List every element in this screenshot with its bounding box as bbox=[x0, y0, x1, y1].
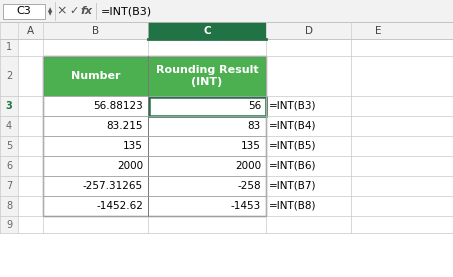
Text: 6: 6 bbox=[6, 161, 12, 171]
Text: 2000: 2000 bbox=[235, 161, 261, 171]
Text: -1452.62: -1452.62 bbox=[96, 201, 143, 211]
Bar bbox=[43, 216, 453, 233]
Bar bbox=[0, 0, 453, 22]
Bar bbox=[43, 56, 148, 96]
Bar bbox=[18, 156, 43, 176]
Text: Rounding Result
(INT): Rounding Result (INT) bbox=[156, 65, 258, 87]
Bar bbox=[18, 116, 43, 136]
Bar bbox=[43, 56, 453, 96]
Bar bbox=[0, 156, 18, 176]
Text: 5: 5 bbox=[6, 141, 12, 151]
Text: fx: fx bbox=[80, 6, 92, 16]
Bar bbox=[0, 56, 18, 96]
Bar bbox=[149, 96, 265, 116]
Bar bbox=[0, 176, 18, 196]
Bar bbox=[43, 56, 266, 216]
Text: =INT(B3): =INT(B3) bbox=[101, 6, 152, 16]
Text: 9: 9 bbox=[6, 219, 12, 230]
Text: 56: 56 bbox=[248, 101, 261, 111]
Text: 2000: 2000 bbox=[117, 161, 143, 171]
Text: =INT(B4): =INT(B4) bbox=[269, 121, 317, 131]
Bar bbox=[0, 39, 18, 56]
Text: 56.88123: 56.88123 bbox=[93, 101, 143, 111]
Text: =INT(B6): =INT(B6) bbox=[269, 161, 317, 171]
Bar bbox=[0, 196, 18, 216]
Text: 83.215: 83.215 bbox=[106, 121, 143, 131]
Text: =INT(B3): =INT(B3) bbox=[269, 101, 317, 111]
Bar bbox=[43, 136, 453, 156]
Text: Number: Number bbox=[71, 71, 120, 81]
Text: 135: 135 bbox=[241, 141, 261, 151]
Text: -257.31265: -257.31265 bbox=[83, 181, 143, 191]
Bar bbox=[0, 96, 18, 116]
Text: 83: 83 bbox=[248, 121, 261, 131]
Text: A: A bbox=[27, 25, 34, 35]
Bar bbox=[0, 22, 453, 39]
Text: 135: 135 bbox=[123, 141, 143, 151]
Bar bbox=[0, 116, 18, 136]
Bar bbox=[18, 96, 43, 116]
Text: B: B bbox=[92, 25, 99, 35]
Bar bbox=[18, 39, 43, 56]
Text: =INT(B8): =INT(B8) bbox=[269, 201, 317, 211]
Bar bbox=[43, 39, 453, 56]
Bar bbox=[18, 136, 43, 156]
Bar bbox=[0, 216, 18, 233]
Text: -1453: -1453 bbox=[231, 201, 261, 211]
Bar bbox=[18, 216, 43, 233]
Text: 1: 1 bbox=[6, 42, 12, 53]
Text: D: D bbox=[304, 25, 313, 35]
Text: E: E bbox=[375, 25, 382, 35]
Bar bbox=[18, 196, 43, 216]
Bar bbox=[18, 56, 43, 96]
Text: 7: 7 bbox=[6, 181, 12, 191]
Text: ×: × bbox=[57, 4, 67, 17]
Bar bbox=[43, 156, 453, 176]
Text: C: C bbox=[203, 25, 211, 35]
Bar bbox=[43, 116, 453, 136]
Text: 4: 4 bbox=[6, 121, 12, 131]
Bar bbox=[148, 22, 266, 39]
Text: ✓: ✓ bbox=[69, 6, 79, 16]
Bar bbox=[3, 4, 45, 19]
Text: 8: 8 bbox=[6, 201, 12, 211]
Bar bbox=[148, 56, 266, 96]
Text: =INT(B7): =INT(B7) bbox=[269, 181, 317, 191]
Text: ▲: ▲ bbox=[48, 7, 52, 12]
Text: -258: -258 bbox=[237, 181, 261, 191]
Bar bbox=[43, 196, 453, 216]
Bar bbox=[43, 96, 453, 116]
Text: =INT(B5): =INT(B5) bbox=[269, 141, 317, 151]
Text: C3: C3 bbox=[17, 6, 31, 16]
Bar bbox=[0, 136, 18, 156]
Bar bbox=[43, 176, 453, 196]
Bar bbox=[18, 176, 43, 196]
Text: 3: 3 bbox=[5, 101, 12, 111]
Text: 2: 2 bbox=[6, 71, 12, 81]
Text: ▼: ▼ bbox=[48, 12, 52, 17]
